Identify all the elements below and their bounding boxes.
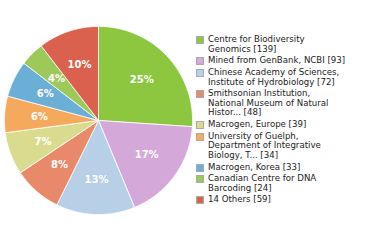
svg-text:6%: 6%	[31, 111, 48, 122]
svg-text:13%: 13%	[85, 174, 109, 185]
svg-text:8%: 8%	[51, 159, 68, 170]
html-text:University of Guelph, Departme: University of Guelph, Department of Inte…	[208, 130, 321, 160]
svg-text:7%: 7%	[35, 136, 52, 147]
svg-text:17%: 17%	[135, 149, 159, 160]
html-text:Macrogen, Korea [33]: Macrogen, Korea [33]	[208, 161, 301, 172]
html-text:Smithsonian Institution, Natio: Smithsonian Institution, National Museum…	[208, 88, 329, 118]
html-text:Macrogen, Europe [39]: Macrogen, Europe [39]	[208, 119, 307, 129]
html-text:14 Others [59]: 14 Others [59]	[208, 194, 271, 205]
html-text:Centre for Biodiversity Genomi: Centre for Biodiversity Genomics [139]	[208, 34, 305, 54]
svg-text:6%: 6%	[37, 88, 54, 99]
svg-text:25%: 25%	[130, 74, 154, 85]
html-text:Canadian Centre for DNA Barcod: Canadian Centre for DNA Barcoding [24]	[208, 173, 317, 193]
html-text:Mined from GenBank, NCBI [93]: Mined from GenBank, NCBI [93]	[208, 55, 346, 66]
html-text:Chinese Academy of Sciences, I: Chinese Academy of Sciences, Institute o…	[208, 66, 340, 87]
svg-text:10%: 10%	[67, 59, 91, 70]
svg-text:4%: 4%	[48, 73, 65, 84]
